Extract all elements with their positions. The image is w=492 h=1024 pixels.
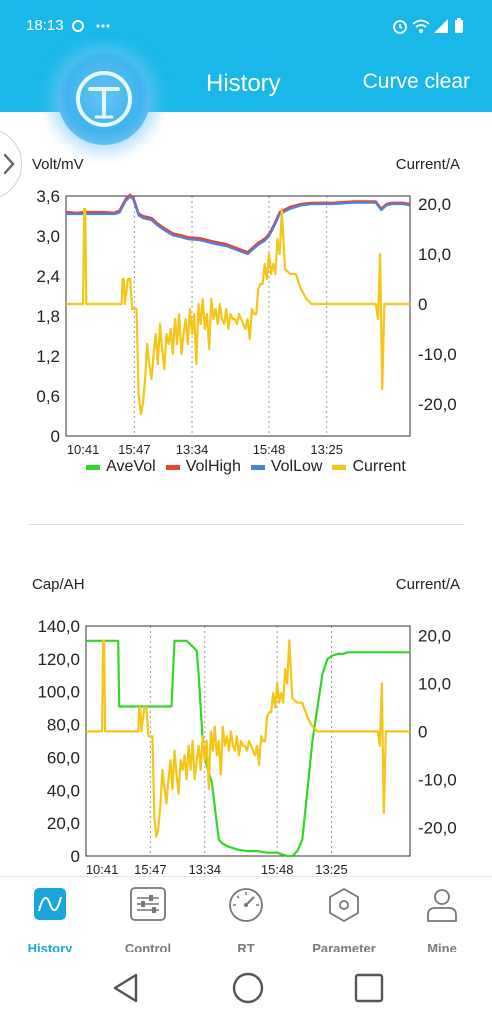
recents-icon[interactable] bbox=[353, 972, 385, 1004]
nav-rt[interactable]: RT bbox=[200, 887, 292, 956]
y-left-tick-label: 0,6 bbox=[36, 387, 60, 406]
y-left-tick-label: 40,0 bbox=[47, 781, 80, 800]
series-line-current bbox=[66, 207, 410, 416]
y-right-tick-label: 20,0 bbox=[418, 627, 451, 646]
legend-item-avevol: AveVol bbox=[86, 458, 156, 476]
battery-icon bbox=[455, 18, 463, 33]
y-right-tick-label: -10,0 bbox=[418, 770, 457, 789]
y-left-tick-label: 1,2 bbox=[36, 347, 60, 366]
app-logo bbox=[58, 53, 150, 145]
status-time: 18:13 bbox=[26, 17, 64, 34]
y-left-tick-label: 100,0 bbox=[37, 683, 80, 702]
y-left-tick-label: 1,8 bbox=[36, 307, 60, 326]
x-tick-label: 15:48 bbox=[253, 442, 286, 457]
y-right-tick-label: 0 bbox=[418, 295, 427, 314]
x-tick-label: 15:48 bbox=[261, 862, 294, 876]
x-tick-label: 13:34 bbox=[188, 862, 221, 876]
y-right-label: Current/A bbox=[395, 576, 460, 593]
capacity-chart: Cap/AH Current/A 0 20,0 40,0 60,0 80,0 100,0 1… bbox=[0, 570, 492, 880]
x-tick-label: 13:25 bbox=[310, 442, 343, 457]
legend-label: AveVol bbox=[106, 458, 156, 475]
y-right-tick-label: 10,0 bbox=[418, 245, 451, 264]
y-left-tick-label: 60,0 bbox=[47, 748, 80, 767]
y-left-tick-label: 80,0 bbox=[47, 716, 80, 735]
legend-swatch bbox=[86, 464, 101, 470]
user-icon bbox=[427, 889, 457, 922]
x-tick-label: 10:41 bbox=[86, 862, 119, 876]
y-left-tick-label: 3,0 bbox=[36, 227, 60, 246]
y-left-tick-label: 20,0 bbox=[47, 814, 80, 833]
legend-swatch bbox=[250, 464, 265, 470]
x-tick-label: 13:34 bbox=[176, 442, 209, 457]
bottom-nav: History Control RT Parameter Mine bbox=[0, 876, 492, 956]
system-nav bbox=[0, 952, 492, 1024]
legend-item-volhigh: VolHigh bbox=[165, 458, 241, 476]
nav-mine[interactable]: Mine bbox=[396, 887, 488, 956]
status-bar: 18:13 bbox=[0, 0, 492, 52]
legend-label: VolHigh bbox=[185, 458, 241, 475]
curve-clear-button[interactable]: Curve clear bbox=[362, 70, 470, 93]
series-line-vollow bbox=[66, 195, 411, 256]
y-right-tick-label: -10,0 bbox=[418, 345, 457, 364]
y-left-label: Volt/mV bbox=[32, 156, 84, 173]
chart-legend: AveVol VolHigh VolLow Current bbox=[0, 458, 492, 476]
series-line-avevol bbox=[86, 639, 410, 858]
notification-icon bbox=[72, 20, 110, 32]
chevron-right-icon bbox=[3, 153, 15, 175]
y-left-tick-label: 0 bbox=[51, 427, 60, 446]
wifi-icon bbox=[412, 19, 430, 33]
divider bbox=[28, 524, 464, 525]
series-line-current bbox=[86, 639, 410, 838]
legend-swatch bbox=[165, 464, 180, 470]
legend-label: VolLow bbox=[270, 458, 323, 475]
home-icon[interactable] bbox=[231, 971, 265, 1005]
voltage-chart-plot: 0 0,6 1,2 1,8 2,4 3,0 3,6 -20,0 -10,0 0 10,0 20,0 10… bbox=[36, 187, 457, 457]
legend-item-vollow: VolLow bbox=[250, 458, 323, 476]
y-right-tick-label: 0 bbox=[418, 722, 427, 741]
gauge-icon bbox=[229, 888, 263, 922]
x-tick-label: 13:25 bbox=[315, 862, 348, 876]
parameter-icon bbox=[329, 887, 359, 923]
plot-frame bbox=[65, 195, 411, 437]
y-left-tick-label: 2,4 bbox=[36, 267, 60, 286]
page-title: History bbox=[206, 70, 281, 97]
logo-icon bbox=[76, 71, 132, 127]
y-left-tick-label: 120,0 bbox=[37, 650, 80, 669]
x-tick-label: 15:47 bbox=[118, 442, 151, 457]
y-right-label: Current/A bbox=[395, 156, 460, 173]
nav-history[interactable]: History bbox=[4, 887, 96, 956]
voltage-chart: Volt/mV Current/A 0 0,6 1,2 1,8 2,4 3,0 3,6 -20… bbox=[0, 150, 492, 480]
plot-frame bbox=[85, 625, 411, 857]
capacity-chart-plot: 0 20,0 40,0 60,0 80,0 100,0 120,0 140,0 -20,0 -10… bbox=[37, 617, 457, 876]
control-icon bbox=[130, 887, 166, 921]
nav-parameter[interactable]: Parameter bbox=[298, 887, 390, 956]
legend-label: Current bbox=[352, 458, 406, 475]
x-tick-label: 10:41 bbox=[67, 442, 100, 457]
x-tick-label: 15:47 bbox=[134, 862, 167, 876]
y-right-tick-label: 10,0 bbox=[418, 675, 451, 694]
y-left-tick-label: 140,0 bbox=[37, 617, 80, 636]
y-right-tick-label: -20,0 bbox=[418, 395, 457, 414]
y-left-tick-label: 0 bbox=[71, 847, 80, 866]
legend-swatch bbox=[332, 464, 347, 470]
y-right-tick-label: 20,0 bbox=[418, 195, 451, 214]
nav-control[interactable]: Control bbox=[102, 887, 194, 956]
history-icon bbox=[34, 888, 66, 920]
y-right-tick-label: -20,0 bbox=[418, 818, 457, 837]
y-left-tick-label: 3,6 bbox=[36, 187, 60, 206]
signal-icon bbox=[434, 19, 448, 33]
y-left-label: Cap/AH bbox=[32, 576, 85, 593]
legend-item-current: Current bbox=[332, 458, 406, 476]
back-icon[interactable] bbox=[110, 972, 142, 1004]
side-drawer-tab[interactable] bbox=[0, 128, 22, 200]
alarm-icon bbox=[393, 20, 407, 34]
series-line-volhigh bbox=[65, 193, 411, 254]
